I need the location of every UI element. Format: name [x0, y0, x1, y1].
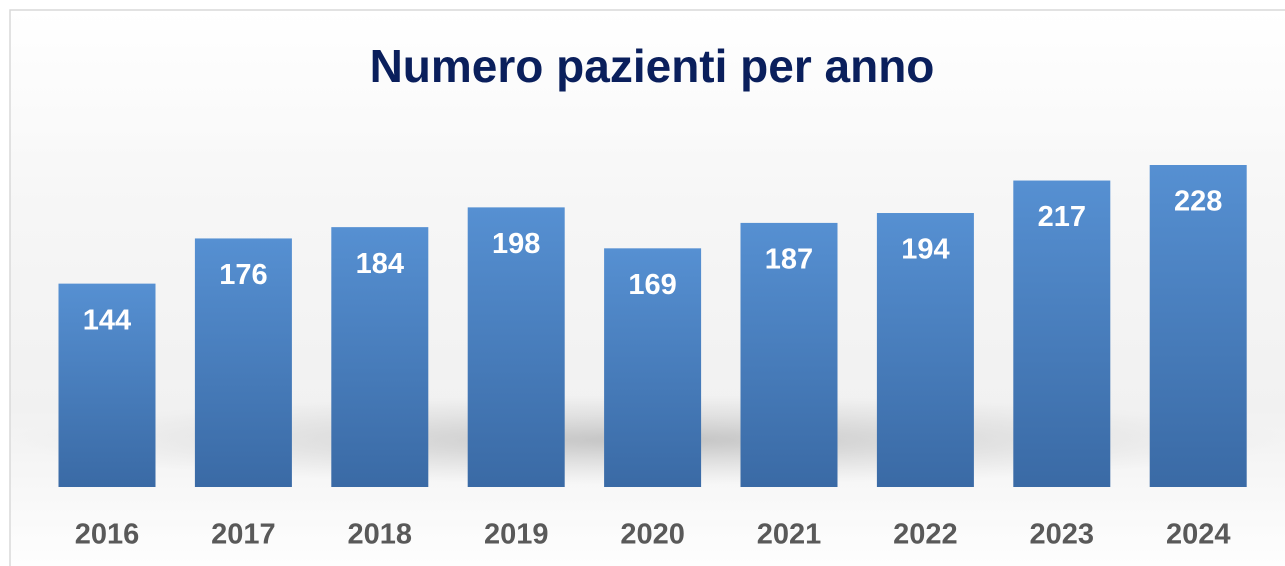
bar — [194, 238, 292, 487]
value-label: 184 — [356, 248, 404, 280]
bar — [1149, 165, 1247, 487]
value-label: 228 — [1174, 186, 1222, 218]
value-label: 187 — [765, 244, 813, 276]
bar — [604, 248, 702, 487]
x-tick-label: 2022 — [893, 519, 958, 551]
value-label: 176 — [219, 259, 267, 291]
value-label: 217 — [1038, 201, 1086, 233]
x-tick-label: 2019 — [484, 519, 549, 551]
bar — [467, 207, 565, 488]
bar — [58, 283, 156, 487]
x-tick-label: 2016 — [75, 519, 140, 551]
bar — [331, 227, 429, 487]
value-label: 194 — [901, 234, 949, 266]
value-label: 144 — [83, 304, 131, 336]
x-tick-label: 2021 — [757, 519, 822, 551]
x-tick-label: 2018 — [348, 519, 413, 551]
bar — [740, 222, 838, 487]
x-tick-label: 2023 — [1030, 519, 1095, 551]
value-label: 169 — [628, 269, 676, 301]
bar — [876, 213, 974, 487]
chart-title: Numero pazienti per anno — [370, 40, 935, 92]
x-tick-label: 2024 — [1166, 519, 1231, 551]
bar — [1013, 180, 1111, 487]
x-tick-label: 2017 — [211, 519, 276, 551]
x-tick-label: 2020 — [620, 519, 685, 551]
value-label: 198 — [492, 228, 540, 260]
